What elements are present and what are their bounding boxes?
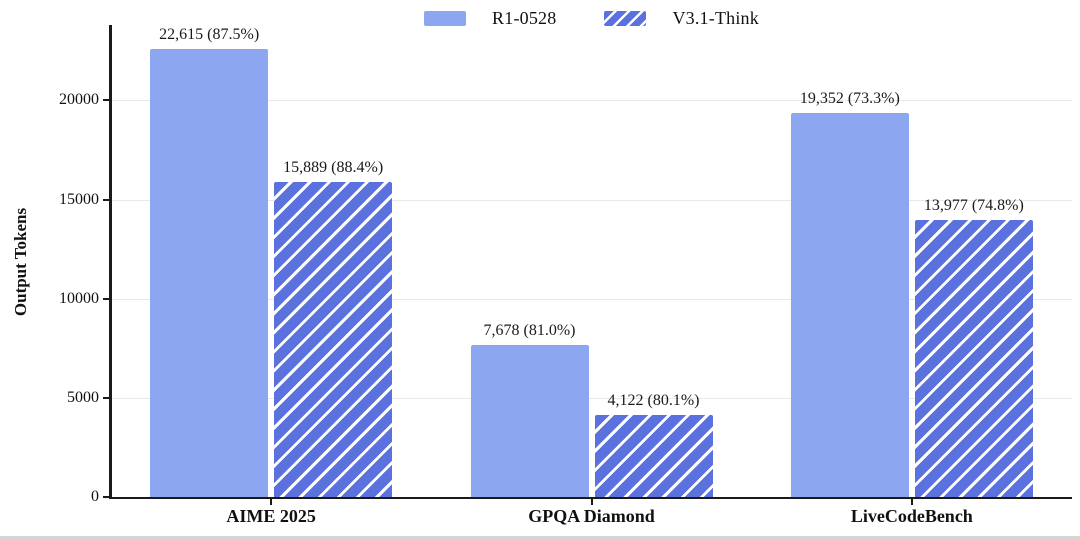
gridline-15000 xyxy=(111,199,1072,201)
bar-value-label-r1-0528-gpqa-diamond: 7,678 (81.0%) xyxy=(483,321,576,339)
legend-label-v31-think: V3.1-Think xyxy=(672,7,759,28)
x-category-label-livecodebench: LiveCodeBench xyxy=(850,506,973,526)
y-tick-label-10000: 10000 xyxy=(59,289,99,307)
y-tick-mark-15000 xyxy=(103,198,109,201)
bar-v3-1-think-livecodebench xyxy=(914,219,1033,497)
x-category-label-aime-2025: AIME 2025 xyxy=(226,506,316,526)
y-tick-label-0: 0 xyxy=(91,488,99,505)
y-tick-label-5000: 5000 xyxy=(67,388,99,406)
bar-value-label-v3-1-think-livecodebench: 13,977 (74.8%) xyxy=(923,196,1024,214)
x-axis-spine xyxy=(109,496,1072,499)
x-category-label-gpqa-diamond: GPQA Diamond xyxy=(528,506,655,526)
legend: R1-0528 V3.1-Think xyxy=(111,4,1072,32)
legend-item-v31-think: V3.1-Think xyxy=(604,8,759,29)
bar-value-label-r1-0528-aime-2025: 22,615 (87.5%) xyxy=(159,25,260,43)
y-tick-label-15000: 15000 xyxy=(59,190,99,208)
y-tick-mark-20000 xyxy=(103,99,109,102)
x-tick-mark-livecodebench xyxy=(910,499,913,505)
hatched-bar-swatch-icon xyxy=(604,10,647,26)
x-tick-mark-gpqa-diamond xyxy=(590,499,593,505)
window-bottom-edge xyxy=(0,536,1080,539)
gridline-10000 xyxy=(111,298,1072,300)
bar-r1-0528-gpqa-diamond xyxy=(470,344,589,497)
plot-area: 22,615 (87.5%) 15,889 (88.4%) 7,678 (81.0%… xyxy=(111,25,1072,497)
gridline-20000 xyxy=(111,100,1072,102)
y-axis-spine xyxy=(109,25,112,499)
bar-r1-0528-livecodebench xyxy=(790,113,909,497)
solid-bar-swatch-icon xyxy=(424,10,467,26)
bar-v3-1-think-aime-2025 xyxy=(274,181,393,497)
y-tick-mark-0 xyxy=(103,496,109,498)
bar-value-label-v3-1-think-gpqa-diamond: 4,122 (80.1%) xyxy=(607,392,700,410)
bar-v3-1-think-gpqa-diamond xyxy=(594,415,713,497)
bar-r1-0528-aime-2025 xyxy=(150,48,269,497)
x-tick-mark-aime-2025 xyxy=(270,499,273,505)
y-tick-label-20000: 20000 xyxy=(59,91,99,109)
y-tick-mark-10000 xyxy=(103,297,109,300)
bar-value-label-v3-1-think-aime-2025: 15,889 (88.4%) xyxy=(283,158,384,176)
bar-value-label-r1-0528-livecodebench: 19,352 (73.3%) xyxy=(799,90,900,108)
y-tick-mark-5000 xyxy=(103,396,109,399)
legend-item-r1-0528: R1-0528 xyxy=(424,8,556,29)
legend-label-r1-0528: R1-0528 xyxy=(492,7,557,28)
gridline-5000 xyxy=(111,397,1072,399)
